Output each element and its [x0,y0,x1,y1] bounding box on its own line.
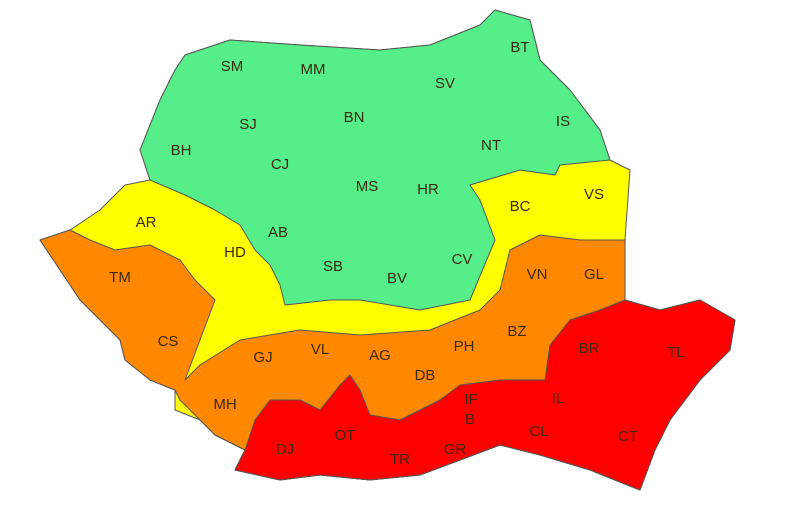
county-label-tl: TL [667,344,685,361]
county-label-vn: VN [527,266,548,283]
county-label-cl: CL [529,423,548,440]
county-label-bh: BH [171,142,192,159]
county-label-cj: CJ [271,156,289,173]
county-label-bc: BC [510,198,531,215]
county-label-il: IL [552,390,565,407]
county-label-ct: CT [618,428,638,445]
county-label-vs: VS [584,186,604,203]
county-label-bv: BV [387,270,407,287]
green-alert-region [139,9,611,311]
county-label-bn: BN [344,109,365,126]
county-label-cs: CS [158,333,179,350]
county-label-bz: BZ [507,323,526,340]
county-label-sv: SV [435,75,455,92]
county-label-mm: MM [301,61,326,78]
county-label-gj: GJ [253,349,272,366]
county-label-ms: MS [356,178,379,195]
county-label-vl: VL [311,341,329,358]
county-label-ar: AR [136,214,157,231]
county-label-b: B [465,411,475,428]
county-label-tm: TM [109,269,131,286]
county-label-sj: SJ [239,116,257,133]
county-label-is: IS [556,113,570,130]
county-label-if: IF [464,391,477,408]
county-label-gr: GR [444,441,467,458]
county-label-nt: NT [481,137,501,154]
county-label-sm: SM [221,58,244,75]
county-label-db: DB [415,367,436,384]
county-label-ab: AB [268,224,288,241]
county-label-hr: HR [417,181,439,198]
county-label-tr: TR [390,451,410,468]
county-label-gl: GL [584,266,604,283]
county-label-mh: MH [213,396,236,413]
red-alert-region [234,299,736,491]
county-label-ph: PH [454,338,475,355]
county-label-hd: HD [224,244,246,261]
county-label-sb: SB [323,258,343,275]
county-label-dj: DJ [276,441,294,458]
county-label-ag: AG [369,347,391,364]
county-label-cv: CV [452,251,473,268]
county-label-bt: BT [510,39,529,56]
county-label-ot: OT [335,427,356,444]
county-label-br: BR [579,340,600,357]
